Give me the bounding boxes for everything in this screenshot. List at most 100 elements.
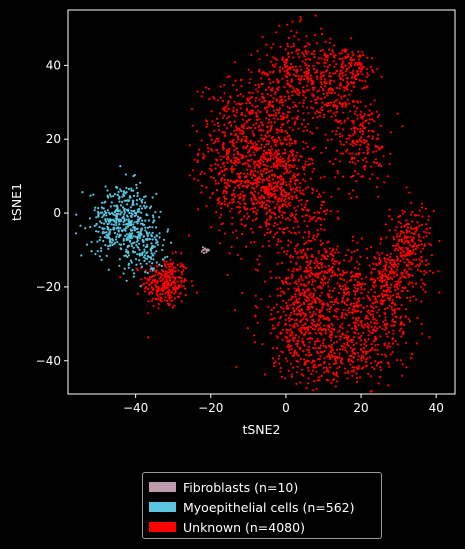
point-unknown [251,130,254,133]
point-unknown [394,315,397,318]
point-unknown [365,119,368,122]
point-unknown [351,141,354,144]
point-unknown [384,279,387,282]
point-unknown [163,263,166,266]
point-unknown [297,127,300,130]
point-unknown [250,169,253,172]
point-unknown [303,343,306,347]
point-unknown [363,113,366,116]
point-myoepithelial [152,216,155,219]
point-unknown [257,171,260,174]
point-unknown [149,290,152,293]
point-unknown [309,336,312,339]
point-unknown [316,339,319,342]
point-unknown [338,132,342,135]
point-unknown [293,172,296,175]
point-unknown [379,302,383,305]
point-unknown [342,278,346,282]
point-unknown [361,117,364,120]
point-unknown [238,206,241,209]
point-unknown [258,202,261,205]
point-unknown [407,241,410,244]
point-unknown [377,147,380,150]
point-unknown [326,302,329,305]
point-unknown [396,265,399,268]
point-unknown [135,267,138,270]
point-unknown [245,121,248,124]
point-unknown [239,79,242,82]
point-unknown [263,187,266,190]
point-unknown [338,87,341,90]
point-unknown [420,278,423,281]
point-unknown [408,191,411,194]
point-myoepithelial [119,227,122,230]
point-unknown [282,307,285,310]
point-unknown [324,265,327,268]
point-unknown [287,369,290,372]
point-unknown [341,71,344,74]
point-unknown [404,246,407,250]
point-unknown [283,95,286,98]
plot-frame [67,9,456,395]
point-unknown [364,140,367,143]
point-unknown [383,323,386,326]
point-unknown [240,85,243,88]
point-unknown [174,290,177,293]
point-unknown [227,115,231,118]
point-unknown [274,149,277,152]
point-myoepithelial [110,219,113,222]
point-unknown [302,53,305,56]
point-unknown [364,358,367,361]
point-unknown [277,159,280,162]
point-unknown [275,183,278,186]
point-unknown [315,71,319,74]
point-unknown [386,344,389,347]
point-unknown [268,78,271,81]
point-unknown [396,244,399,247]
point-myoepithelial [112,226,115,229]
point-unknown [270,308,273,312]
point-unknown [178,285,181,289]
point-unknown [375,364,378,367]
point-unknown [312,80,315,83]
point-unknown [389,255,392,258]
point-unknown [334,176,337,179]
point-unknown [249,173,252,176]
point-unknown [221,177,224,180]
point-myoepithelial [130,261,133,264]
point-myoepithelial [136,194,139,198]
point-unknown [289,214,292,217]
point-unknown [269,318,272,321]
point-unknown [332,341,335,344]
point-unknown [345,67,348,71]
point-myoepithelial [149,247,153,250]
point-unknown [371,118,374,121]
point-unknown [151,281,154,284]
point-unknown [317,358,320,361]
point-myoepithelial [140,265,143,268]
point-unknown [307,329,310,332]
point-unknown [330,306,333,309]
point-myoepithelial [103,231,106,234]
point-unknown [265,211,269,214]
point-unknown [374,325,377,328]
point-unknown [335,111,338,114]
point-unknown [303,166,306,169]
point-myoepithelial [110,201,113,204]
point-unknown [350,258,353,261]
point-unknown [329,101,333,104]
point-unknown [374,279,377,282]
point-unknown [393,310,396,313]
point-unknown [283,151,286,154]
point-unknown [395,296,398,299]
point-unknown [247,142,250,145]
point-unknown [330,250,333,253]
point-unknown [223,195,226,198]
point-unknown [275,276,278,279]
point-unknown [305,35,308,38]
point-unknown [422,236,425,239]
point-unknown [241,190,244,193]
point-unknown [304,96,307,99]
point-unknown [343,259,346,262]
point-unknown [244,146,247,150]
